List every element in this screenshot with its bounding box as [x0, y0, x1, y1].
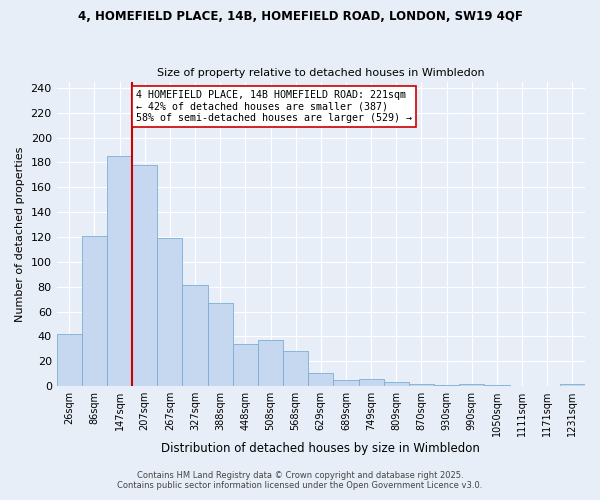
Text: Contains HM Land Registry data © Crown copyright and database right 2025.
Contai: Contains HM Land Registry data © Crown c… — [118, 470, 482, 490]
Bar — [182, 286, 208, 386]
Bar — [132, 165, 157, 386]
Bar — [208, 303, 233, 386]
Text: 4 HOMEFIELD PLACE, 14B HOMEFIELD ROAD: 221sqm
← 42% of detached houses are small: 4 HOMEFIELD PLACE, 14B HOMEFIELD ROAD: 2… — [136, 90, 412, 124]
Bar — [409, 384, 434, 386]
X-axis label: Distribution of detached houses by size in Wimbledon: Distribution of detached houses by size … — [161, 442, 480, 455]
Bar — [283, 352, 308, 386]
Bar — [384, 382, 409, 386]
Bar — [258, 340, 283, 386]
Bar — [560, 384, 585, 386]
Bar — [434, 385, 459, 386]
Bar — [157, 238, 182, 386]
Title: Size of property relative to detached houses in Wimbledon: Size of property relative to detached ho… — [157, 68, 485, 78]
Bar — [233, 344, 258, 386]
Bar — [308, 372, 334, 386]
Bar — [484, 385, 509, 386]
Bar — [359, 378, 384, 386]
Bar — [107, 156, 132, 386]
Bar — [82, 236, 107, 386]
Bar — [459, 384, 484, 386]
Bar — [334, 380, 359, 386]
Bar — [56, 334, 82, 386]
Text: 4, HOMEFIELD PLACE, 14B, HOMEFIELD ROAD, LONDON, SW19 4QF: 4, HOMEFIELD PLACE, 14B, HOMEFIELD ROAD,… — [77, 10, 523, 23]
Y-axis label: Number of detached properties: Number of detached properties — [15, 146, 25, 322]
